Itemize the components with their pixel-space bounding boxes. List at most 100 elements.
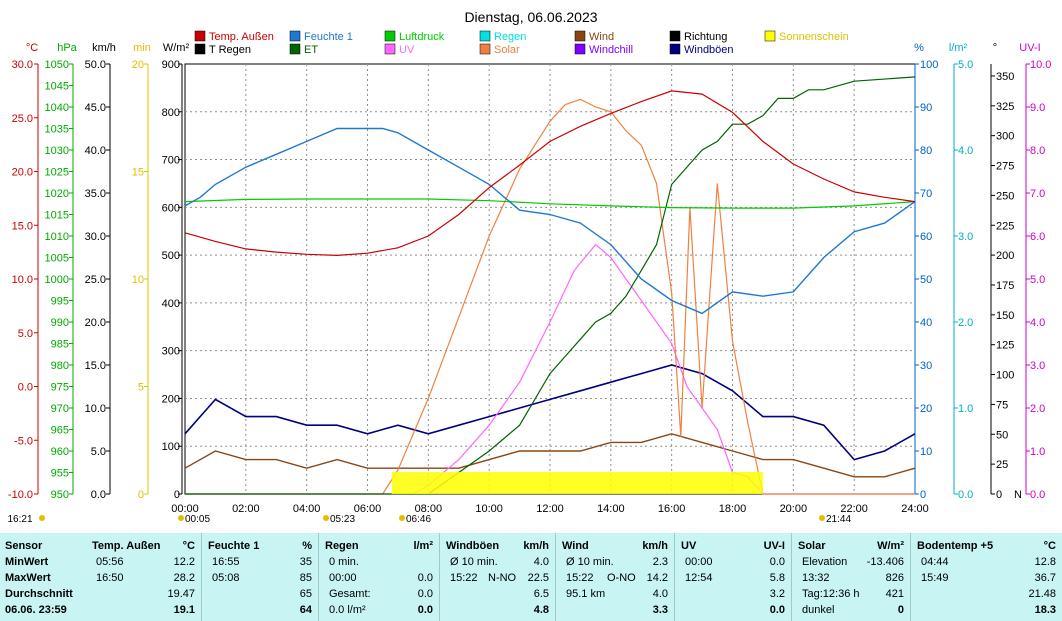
series-windboeen xyxy=(184,364,916,461)
humid-axis-tick-label: 70 xyxy=(920,188,932,200)
solar-axis-tick-label: 400 xyxy=(162,298,180,310)
summary-cell-label: Elevation xyxy=(802,556,848,568)
legend-swatch xyxy=(574,30,586,42)
press-axis-tick-label: 1030 xyxy=(45,145,69,157)
humid-axis-tick-label: 30 xyxy=(920,360,932,372)
summary-cell-label: 12:54 xyxy=(685,572,713,584)
summary-cell-value: 6.5 xyxy=(533,588,549,600)
humid-axis-tick-label: 10 xyxy=(920,446,932,458)
x-tick-label: 00:00 xyxy=(171,503,199,515)
summary-column-unit: W/m² xyxy=(877,540,904,552)
x-tick-label: 18:00 xyxy=(719,503,747,515)
summary-column: UV UV-I 00:00 0.0 12:54 5.8 3.2 0.0 xyxy=(674,533,791,621)
press-axis-tick-label: 1045 xyxy=(45,81,69,93)
min-axis-tick-label: 5 xyxy=(138,382,144,394)
uv-axis-tick-label: 3.0 xyxy=(1030,360,1045,372)
summary-cell-value: 64 xyxy=(299,604,312,616)
press-axis-tick-label: 1015 xyxy=(45,210,69,222)
summary-cell-value: 14.2 xyxy=(646,572,668,584)
rain-axis-tick-label: 4.0 xyxy=(958,145,973,157)
x-tick-label: 16:00 xyxy=(658,503,686,515)
x-tick-label: 14:00 xyxy=(597,503,625,515)
uv-axis-tick-label: 7.0 xyxy=(1030,188,1045,200)
press-axis-tick-label: 985 xyxy=(51,339,69,351)
summary-cell-label: Ø 10 min. xyxy=(450,556,498,568)
summary-cell-label: 04:44 xyxy=(921,556,949,568)
summary-cell-value: 21.48 xyxy=(1028,588,1056,600)
press-axis-tick-label: 990 xyxy=(51,317,69,329)
humid-axis-tick-label: 0 xyxy=(920,489,926,501)
summary-cell-value: 4.8 xyxy=(533,604,549,616)
x-tick-label: 22:00 xyxy=(840,503,868,515)
summary-column-unit: °C xyxy=(1043,540,1056,552)
time-marker-dot xyxy=(178,515,184,521)
summary-column-title: Feuchte 1 xyxy=(208,540,260,552)
x-tick-label: 20:00 xyxy=(780,503,808,515)
legend-swatch xyxy=(479,43,491,55)
dir-axis-tick-label: 0 xyxy=(996,489,1002,501)
legend-label: ET xyxy=(304,44,318,56)
dir-axis-tick-label: 200 xyxy=(996,250,1014,262)
temp-axis-tick-label: 20.0 xyxy=(12,167,33,179)
humid-axis-unit: % xyxy=(914,42,924,54)
press-axis-tick-label: 1010 xyxy=(45,231,69,243)
press-axis-tick-label: 950 xyxy=(51,489,69,501)
summary-cell-label: 15:49 xyxy=(921,572,949,584)
summary-cell-label: Ø 10 min. xyxy=(566,556,614,568)
summary-cell-value: 421 xyxy=(885,588,904,600)
legend-label: Wind xyxy=(589,31,614,43)
summary-label-max: MaxWert xyxy=(5,572,51,584)
summary-cell-value: 28.2 xyxy=(173,572,195,584)
press-axis-tick-label: 955 xyxy=(51,468,69,480)
summary-cell-label: 0.0 l/m² xyxy=(329,604,366,616)
humid-axis-tick-label: 20 xyxy=(920,403,932,415)
legend-swatch xyxy=(764,30,776,42)
summary-column-title: Regen xyxy=(325,540,359,552)
legend-swatch xyxy=(669,43,681,55)
summary-column-title: Temp. Außen xyxy=(92,540,161,552)
summary-cell-label: Tag:12:36 h xyxy=(802,588,860,600)
summary-cell-label: 00:00 xyxy=(329,572,357,584)
summary-cell-label: 05:08 xyxy=(212,572,240,584)
solar-axis-tick-label: 600 xyxy=(162,202,180,214)
summary-cell-label: 16:50 xyxy=(96,572,124,584)
summary-column-title: Wind xyxy=(562,540,589,552)
summary-table: Sensor MinWert MaxWert Durchschnitt 06.0… xyxy=(0,533,1062,621)
summary-cell-value: 65 xyxy=(299,588,312,600)
wind-axis-tick-label: 30.0 xyxy=(85,231,106,243)
press-axis-tick-label: 1035 xyxy=(45,124,69,136)
dir-axis-tick-label: 50 xyxy=(996,429,1008,441)
humid-axis-tick-label: 90 xyxy=(920,102,932,114)
series-uv xyxy=(185,243,915,495)
press-axis-unit: hPa xyxy=(57,42,77,54)
summary-column: Bodentemp +5 °C 04:44 12.8 15:49 36.7 21.48 18.… xyxy=(910,533,1062,621)
temp-axis-tick-label: 30.0 xyxy=(12,59,33,71)
humid-axis-tick-label: 40 xyxy=(920,317,932,329)
legend-swatch xyxy=(194,43,206,55)
dir-axis-tick-label: 250 xyxy=(996,190,1014,202)
uv-axis-tick-label: 2.0 xyxy=(1030,403,1045,415)
wind-axis-tick-label: 10.0 xyxy=(85,403,106,415)
temp-axis-tick-label: -5.0 xyxy=(14,435,33,447)
summary-cell-value: 12.8 xyxy=(1034,556,1056,568)
summary-label-min: MinWert xyxy=(5,556,49,568)
solar-axis-tick-label: 700 xyxy=(162,155,180,167)
uv-axis-tick-label: 6.0 xyxy=(1030,231,1045,243)
legend-swatch xyxy=(384,43,396,55)
summary-cell-label: 95.1 km xyxy=(566,588,606,600)
summary-column-unit: km/h xyxy=(523,540,549,552)
wind-axis-tick-label: 20.0 xyxy=(85,317,106,329)
series-luftdruck xyxy=(184,198,916,209)
legend-label: Luftdruck xyxy=(399,31,445,43)
summary-column-unit: °C xyxy=(182,540,195,552)
summary-cell-value: 0.0 xyxy=(417,588,433,600)
legend-label: Solar xyxy=(494,44,520,56)
min-axis-tick-label: 15 xyxy=(132,167,144,179)
legend-swatch xyxy=(384,30,396,42)
x-tick-label: 12:00 xyxy=(536,503,564,515)
uv-axis-tick-label: 0.0 xyxy=(1030,489,1045,501)
time-marker-label: 05:23 xyxy=(330,514,355,525)
summary-column: Temp. Außen °C 05:56 12.2 16:50 28.2 19.47 19.1 xyxy=(86,533,201,621)
summary-column: Regen l/m² 0 min. 00:00 0.0 Gesamt: 0.0 0.0 l/m… xyxy=(318,533,439,621)
dir-axis-unit: ° xyxy=(993,42,997,54)
